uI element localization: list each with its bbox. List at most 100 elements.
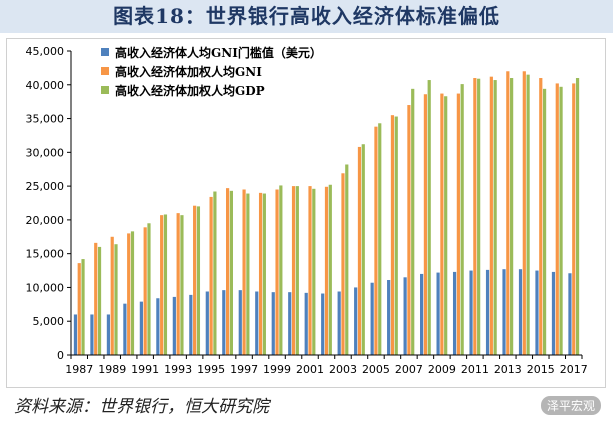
bar-s1-1994: [193, 205, 197, 355]
bar-s1-2008: [423, 94, 427, 356]
bar-s0-1996: [222, 290, 226, 355]
legend-label: 高收入经济体加权人均GDP: [115, 83, 265, 98]
bar-s0-2005: [370, 282, 374, 355]
bar-s2-2014: [526, 74, 530, 355]
bar-s0-1993: [172, 296, 176, 355]
bar-s2-1998: [262, 193, 266, 355]
bar-s0-1994: [189, 294, 193, 355]
legend-label: 高收入经济体加权人均GNI: [115, 64, 262, 79]
bar-s1-1995: [209, 196, 213, 355]
bar-s1-1998: [258, 192, 263, 355]
bar-s0-1999: [271, 292, 275, 355]
bar-s2-2012: [493, 80, 497, 356]
x-tick-label: 2015: [527, 363, 555, 376]
watermark-badge: 泽平宏观: [540, 396, 601, 415]
bar-s2-1990: [130, 231, 135, 355]
y-tick-label: 25,000: [26, 180, 65, 193]
y-tick-label: 0: [57, 349, 64, 362]
bar-s2-2009: [444, 96, 448, 355]
bar-s1-1993: [176, 213, 180, 355]
bar-s0-2013: [502, 269, 506, 355]
bar-s0-2009: [436, 272, 440, 355]
bar-s2-1996: [229, 190, 233, 355]
bar-s0-2017: [568, 273, 572, 355]
legend-swatch: [101, 86, 109, 94]
bar-s1-2009: [440, 93, 444, 355]
bar-s2-1992: [163, 214, 168, 355]
bar-s1-2003: [341, 173, 345, 355]
bar-s1-2010: [456, 93, 460, 355]
x-tick-label: 2001: [296, 363, 324, 376]
bar-s1-2001: [308, 186, 312, 355]
bar-s1-1989: [110, 236, 114, 355]
bar-s0-1992: [156, 298, 160, 355]
bar-s1-2012: [489, 76, 493, 356]
bar-s1-2000: [291, 186, 296, 355]
x-tick-label: 1991: [131, 363, 159, 376]
chart-area: 0 5,000 10,000 15,000 20,000 25,000 30,000 35,0…: [6, 38, 606, 388]
bar-s1-1999: [275, 189, 279, 355]
bar-s2-1999: [279, 185, 283, 355]
bar-s1-1990: [127, 233, 131, 355]
x-tick-label: 1993: [164, 363, 192, 376]
bar-s0-2010: [452, 271, 457, 355]
bar-s0-2011: [469, 270, 473, 355]
bar-s0-1990: [123, 303, 127, 355]
bar-chart: 0 5,000 10,000 15,000 20,000 25,000 30,000 35,0…: [26, 45, 588, 376]
bar-s0-2014: [518, 269, 523, 355]
bar-s1-2002: [324, 186, 329, 355]
legend-label: 高收入经济体人均GNI门槛值（美元）: [115, 45, 322, 60]
x-tick-label: 2009: [428, 363, 456, 376]
bar-s0-2002: [321, 293, 325, 355]
bar-s1-2011: [473, 78, 477, 355]
bar-s0-1995: [205, 291, 209, 355]
bar-s2-1995: [213, 191, 217, 355]
x-tick-label: 1989: [98, 363, 126, 376]
x-tick-label: 2013: [494, 363, 522, 376]
bar-s2-1997: [246, 193, 250, 355]
bar-s2-2011: [477, 78, 481, 355]
bar-s0-2000: [288, 292, 292, 355]
bar-s2-2002: [328, 184, 332, 355]
x-tick-label: 1995: [197, 363, 225, 376]
bar-s0-1988: [90, 314, 94, 355]
x-tick-label: 2007: [395, 363, 423, 376]
bar-s2-2003: [345, 164, 349, 355]
bar-s1-1997: [242, 189, 246, 355]
bar-s1-2005: [374, 126, 378, 355]
x-tick-label: 2017: [560, 363, 588, 376]
bar-s0-2003: [337, 291, 341, 355]
bar-s1-2014: [522, 71, 526, 355]
bar-s1-2016: [555, 83, 559, 356]
bar-s0-2015: [535, 270, 539, 355]
bar-s0-2001: [304, 292, 308, 355]
bar-s2-2008: [427, 80, 431, 356]
bar-s2-2017: [575, 78, 580, 355]
bar-s2-2010: [460, 84, 464, 355]
y-tick-label: 30,000: [26, 146, 65, 159]
bar-s2-1988: [97, 246, 102, 355]
y-tick-label: 40,000: [26, 79, 65, 92]
bar-s2-2004: [361, 144, 365, 355]
x-tick-label: 1997: [230, 363, 258, 376]
bar-s2-1987: [81, 259, 85, 355]
y-tick-label: 35,000: [26, 113, 65, 126]
bar-s0-2012: [485, 269, 490, 355]
bar-s2-2005: [378, 123, 382, 355]
x-tick-label: 1999: [263, 363, 291, 376]
y-tick-label: 45,000: [26, 45, 65, 58]
y-tick-label: 20,000: [26, 214, 65, 227]
bar-s0-2016: [551, 271, 556, 355]
bar-s1-1992: [160, 215, 164, 355]
bar-s2-2006: [394, 116, 398, 355]
bar-s0-2008: [420, 273, 424, 355]
bar-s0-1991: [139, 301, 143, 355]
bar-s2-2013: [510, 78, 514, 355]
bar-s0-2004: [354, 287, 358, 355]
legend-swatch: [101, 48, 109, 56]
bar-s1-2004: [357, 146, 362, 355]
x-tick-label: 2003: [329, 363, 357, 376]
bar-s2-2016: [559, 86, 563, 356]
bar-s0-1997: [238, 290, 242, 355]
bar-s2-1991: [147, 223, 151, 355]
